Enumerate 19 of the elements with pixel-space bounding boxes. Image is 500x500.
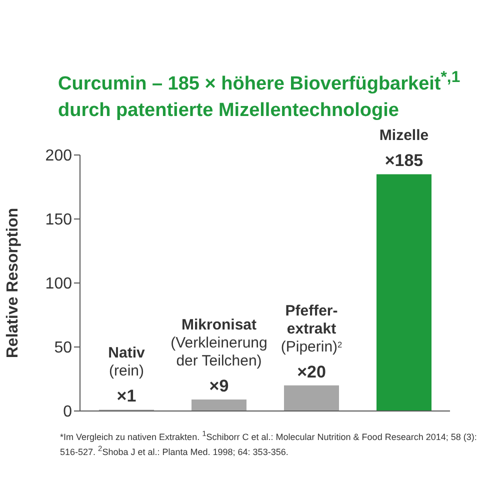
y-axis-title: Relative Resorption [4,208,22,358]
annotation: Pfeffer- extrakt (Piperin)$^{2}$ [280,302,343,356]
annotation: Mizelle [379,127,429,144]
bar [192,399,246,411]
data-label: ×1 [116,386,136,406]
data-label: ×185 [384,151,424,170]
bar [376,174,432,411]
y-tick-label: 200 [45,148,72,165]
y-tick-label: 0 [63,404,72,421]
annotation: Mikronisat (Verkleinerung der Teilchen) [170,316,268,370]
data-label: ×20 [297,362,326,382]
data-label: ×9 [209,376,229,396]
y-tick-label: 50 [54,340,72,357]
y-tick-label: 150 [45,212,72,229]
text: *Im Vergleich zu nativen Extrakten. $^{1}$Schiborr C et al.: Molecular Nutrition & Food Research 2014; 58 (3): 516-527. $^{2}$Shoba J et al.: Planta Med. 1998; 64: 353-356. [60,429,477,457]
annotation: Nativ (rein) [108,344,146,380]
bar [284,385,339,411]
y-tick-label: 100 [45,276,72,293]
chart-title: Curcumin – 185 × höhere Bioverfügbarkeit$^{*,1}$ durch patentierte Mizellentechnologie [58,69,460,122]
